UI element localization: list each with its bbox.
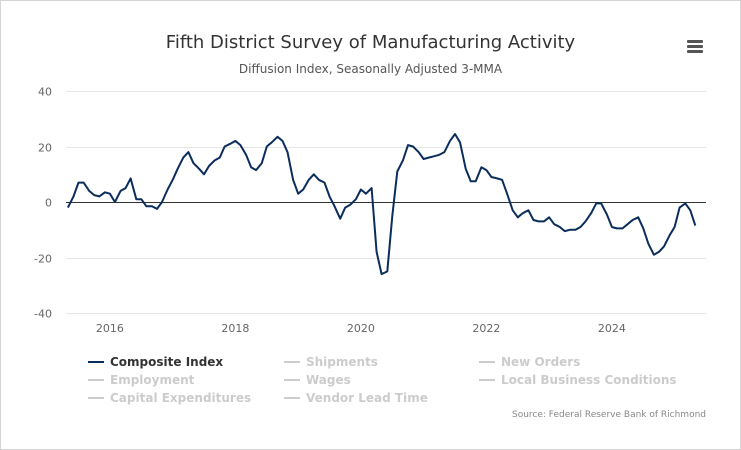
legend-swatch xyxy=(88,397,104,399)
chart-title: Fifth District Survey of Manufacturing A… xyxy=(165,32,576,53)
legend-swatch xyxy=(284,361,300,363)
y-tick-label: 20 xyxy=(38,142,52,155)
legend-item-composite-index[interactable]: Composite Index xyxy=(88,353,223,371)
legend-item-local-business-conditions[interactable]: Local Business Conditions xyxy=(479,371,677,389)
legend-item-vendor-lead-time[interactable]: Vendor Lead Time xyxy=(284,389,428,407)
y-tick-label: 0 xyxy=(45,197,52,210)
x-tick-label: 2018 xyxy=(221,322,249,335)
legend-label: Shipments xyxy=(306,355,378,369)
menu-bar xyxy=(687,50,703,53)
gridlines xyxy=(66,91,706,314)
x-tick-label: 2024 xyxy=(598,322,626,335)
y-tick-label: 40 xyxy=(38,86,52,99)
legend-swatch xyxy=(479,361,495,363)
legend-item-capital-expenditures[interactable]: Capital Expenditures xyxy=(88,389,251,407)
legend-label: New Orders xyxy=(501,355,581,369)
legend-label: Local Business Conditions xyxy=(501,373,677,387)
legend-label: Vendor Lead Time xyxy=(306,391,428,405)
x-tick-label: 2016 xyxy=(96,322,124,335)
legend-item-shipments[interactable]: Shipments xyxy=(284,353,378,371)
legend-item-wages[interactable]: Wages xyxy=(284,371,351,389)
x-tick-label: 2022 xyxy=(472,322,500,335)
legend-swatch xyxy=(284,397,300,399)
x-tick-label: 2020 xyxy=(347,322,375,335)
legend-label: Wages xyxy=(306,373,351,387)
hamburger-menu-icon[interactable] xyxy=(684,38,706,56)
legend-item-new-orders[interactable]: New Orders xyxy=(479,353,580,371)
menu-bar xyxy=(687,40,703,43)
chart-subtitle: Diffusion Index, Seasonally Adjusted 3-M… xyxy=(238,62,503,76)
series-layer xyxy=(67,133,697,276)
source-credit: Source: Federal Reserve Bank of Richmond xyxy=(512,410,706,420)
legend-label: Capital Expenditures xyxy=(110,391,252,405)
legend-label: Composite Index xyxy=(110,355,224,369)
axis-labels: -40 -20 0 20 40 2016 2018 2020 2022 2024 xyxy=(34,86,626,336)
menu-bar xyxy=(687,45,703,48)
legend-swatch xyxy=(88,379,104,381)
legend-label: Employment xyxy=(110,373,195,387)
y-tick-label: -20 xyxy=(34,253,52,266)
legend-swatch xyxy=(284,379,300,381)
y-tick-label: -40 xyxy=(34,308,52,321)
legend-item-employment[interactable]: Employment xyxy=(88,371,194,389)
legend-swatch xyxy=(479,379,495,381)
series-line-composite-index[interactable] xyxy=(67,133,697,276)
legend-swatch xyxy=(88,361,104,363)
